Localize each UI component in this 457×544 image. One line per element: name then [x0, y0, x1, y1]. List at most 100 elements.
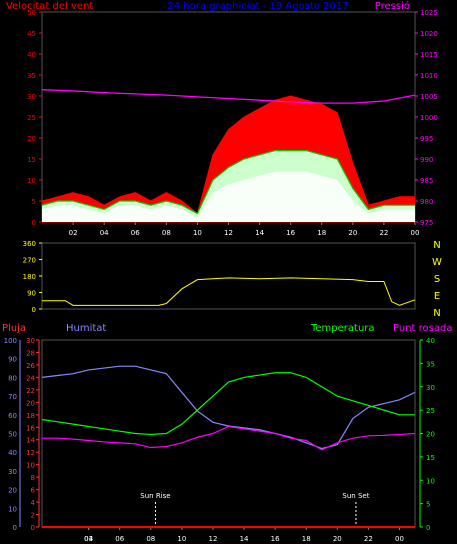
right-tick-label: 995 [420, 135, 433, 143]
left-tick-label: 25 [27, 114, 36, 122]
rain-tick-label: 24 [26, 374, 35, 382]
left-tick-label: 5 [32, 198, 36, 206]
pressure-line [41, 89, 416, 104]
series-label: Punt rosada [393, 323, 452, 334]
direction-tick-label: 180 [23, 273, 36, 281]
left-tick-label: 0 [32, 219, 36, 227]
temp-tick-label: 10 [426, 477, 435, 485]
rain-tick-label: 18 [26, 412, 35, 420]
x3-tick-label: 20 [333, 535, 342, 543]
direction-tick-label: 0 [32, 306, 36, 314]
rain-tick-label: 10 [26, 462, 35, 470]
series-label: Pluja [2, 323, 26, 334]
humidity-tick-label: 30 [8, 468, 17, 476]
humidity-tick-label: 50 [8, 431, 17, 439]
rain-tick-label: 2 [31, 512, 35, 520]
temp-tick-label: 20 [426, 431, 435, 439]
x3-tick-label: 00 [395, 535, 404, 543]
left-tick-label: 15 [27, 156, 36, 164]
x3-tick-label: 16 [271, 535, 280, 543]
x3-tick-label: 18 [302, 535, 311, 543]
humidity-tick-label: 60 [8, 412, 17, 420]
humidity-tick-label: 40 [8, 449, 17, 457]
x-tick-label: 18 [317, 229, 326, 237]
rain-tick-label: 12 [26, 449, 35, 457]
direction-tick-label: 270 [23, 257, 36, 265]
humidity-tick-label: 100 [4, 337, 17, 345]
compass-label: N [433, 240, 440, 251]
right-tick-label: 975 [420, 219, 433, 227]
x-tick-label: 02 [69, 229, 78, 237]
temperature-line [41, 372, 415, 436]
left-tick-label: 40 [27, 51, 36, 59]
humidity-tick-label: 10 [8, 505, 17, 513]
rain-tick-label: 0 [31, 524, 35, 532]
left-tick-label: 35 [27, 72, 36, 80]
sunset-label: Sun Set [342, 492, 369, 500]
rain-tick-label: 8 [31, 474, 35, 482]
right-tick-label: 985 [420, 177, 433, 185]
temp-tick-label: 30 [426, 384, 435, 392]
dewpoint-line [42, 425, 416, 451]
temp-tick-label: 15 [426, 454, 435, 462]
x-tick-label: 04 [100, 229, 109, 237]
series-label: Humitat [66, 323, 106, 334]
x3-tick-label: 08 [146, 535, 155, 543]
right-tick-label: 1025 [420, 9, 438, 17]
x3-tick-label: 06 [115, 535, 124, 543]
right-tick-label: 1015 [420, 51, 438, 59]
x-tick-label: 10 [193, 229, 202, 237]
left-tick-label: 20 [27, 135, 36, 143]
x-tick-label: 16 [286, 229, 295, 237]
x-tick-label: 22 [379, 229, 388, 237]
rain-tick-label: 22 [26, 387, 35, 395]
right-tick-label: 1010 [420, 72, 438, 80]
x3-tick-label: 04 [84, 535, 93, 543]
humidity-tick-label: 0 [13, 524, 17, 532]
left-tick-label: 50 [27, 9, 36, 17]
left-tick-label: 30 [27, 93, 36, 101]
left-tick-label: 45 [27, 30, 36, 38]
right-axis-label: Pressió [375, 0, 410, 12]
x3-tick-label: 03 [84, 535, 93, 543]
rain-tick-label: 4 [31, 499, 36, 507]
sunrise-label: Sun Rise [140, 492, 170, 500]
x-tick-label: 08 [162, 229, 171, 237]
rain-tick-label: 16 [26, 424, 35, 432]
x3-tick-label: 22 [364, 535, 373, 543]
rain-tick-label: 30 [26, 337, 35, 345]
right-tick-label: 1020 [420, 30, 438, 38]
series-label: Temperatura [310, 323, 375, 334]
panel2-frame [41, 242, 416, 310]
rain-tick-label: 20 [26, 399, 35, 407]
x3-tick-label: 12 [208, 535, 217, 543]
humidity-tick-label: 90 [8, 356, 17, 364]
compass-label: W [432, 257, 442, 268]
temp-tick-label: 40 [426, 337, 435, 345]
right-tick-label: 1000 [420, 114, 438, 122]
x-tick-label: 14 [255, 229, 264, 237]
direction-tick-label: 360 [23, 240, 36, 248]
x-tick-label: 06 [131, 229, 140, 237]
temp-tick-label: 0 [426, 524, 430, 532]
left-axis-label: Velocitat del vent [6, 1, 93, 12]
temp-tick-label: 25 [426, 407, 435, 415]
x-tick-label: 12 [224, 229, 233, 237]
humidity-line [41, 365, 416, 450]
left-tick-label: 10 [27, 177, 36, 185]
rain-tick-label: 28 [26, 349, 35, 357]
temp-tick-label: 5 [426, 501, 430, 509]
direction-tick-label: 90 [27, 290, 36, 298]
chart-title: 24 hora graphiciat - 19 Agosto 2017 [167, 1, 348, 12]
rain-tick-label: 14 [26, 437, 35, 445]
right-tick-label: 980 [420, 198, 433, 206]
compass-label: E [434, 291, 440, 302]
compass-label: N [433, 308, 440, 319]
x-tick-label: 20 [348, 229, 357, 237]
rain-tick-label: 6 [31, 487, 36, 495]
temp-tick-label: 35 [426, 360, 435, 368]
right-tick-label: 1005 [420, 93, 438, 101]
humidity-tick-label: 20 [8, 487, 17, 495]
